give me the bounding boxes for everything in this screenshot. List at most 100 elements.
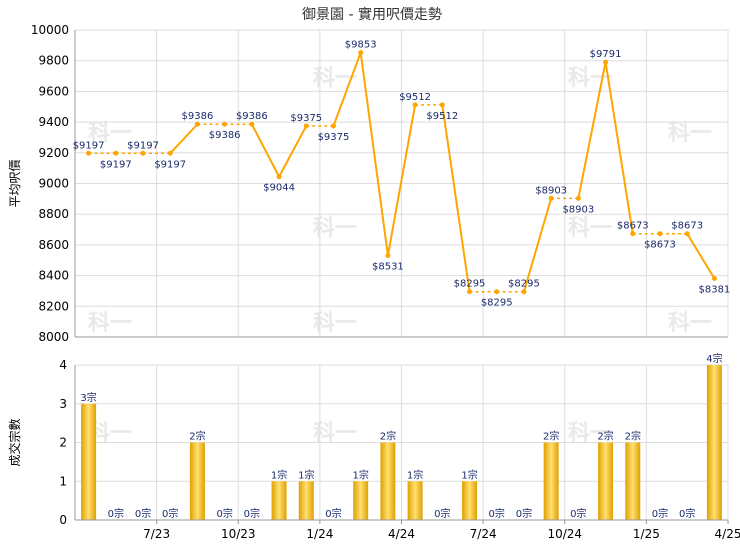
line-value-label: $8295	[454, 279, 486, 290]
bar	[462, 481, 478, 520]
line-value-label: $8903	[535, 185, 567, 196]
line-point	[249, 121, 255, 127]
watermark-6: 科一	[88, 311, 132, 336]
line-value-label: $9386	[209, 130, 241, 141]
x-tick-label: 10/23	[221, 527, 256, 541]
line-segment	[332, 52, 362, 127]
line-value-label: $8673	[671, 221, 703, 232]
bar-value-label: 1宗	[298, 468, 314, 481]
bottom-ytick-label: 0	[59, 513, 67, 527]
x-tick-label: 4/25	[715, 527, 740, 541]
bar	[625, 442, 641, 520]
bottom-y-axis-title: 成交宗數	[7, 418, 22, 466]
bar-value-label: 0宗	[570, 507, 586, 520]
x-tick-label: 1/25	[633, 527, 660, 541]
bar-value-label: 1宗	[407, 468, 423, 481]
bar-value-label: 0宗	[108, 507, 124, 520]
top-ytick-label: 8000	[38, 330, 69, 344]
line-point	[548, 195, 554, 201]
bar-value-label: 2宗	[597, 430, 613, 443]
top-ytick-label: 8400	[38, 269, 69, 283]
line-point	[385, 252, 391, 258]
line-value-label: $9791	[590, 49, 622, 60]
top-ytick-label: 9200	[38, 146, 69, 160]
bar-value-label: 0宗	[652, 507, 668, 520]
text-layer: 8000 8200 8400 8600 8800 9000 9200 9400 9600 9800…	[7, 23, 740, 541]
line-segment	[359, 52, 389, 256]
line-value-label: $8673	[644, 240, 676, 251]
top-ytick-label: 8600	[38, 238, 69, 252]
bar	[353, 481, 369, 520]
line-segment	[278, 125, 308, 178]
watermark-1: 科一	[568, 66, 612, 91]
line-value-label: $9375	[290, 113, 322, 124]
line-point	[303, 123, 309, 129]
line-segment	[686, 233, 716, 280]
bar	[271, 481, 287, 520]
line-value-label: $9197	[127, 140, 159, 151]
line-point	[711, 276, 717, 282]
top-ytick-label: 9600	[38, 84, 69, 98]
marks-layer	[81, 50, 722, 520]
line-value-label: $9044	[263, 183, 295, 194]
bottom-ytick-label: 2	[59, 436, 67, 450]
watermark-5: 科一	[568, 216, 612, 241]
line-point	[521, 289, 527, 295]
bottom-ytick-label: 4	[59, 358, 67, 372]
bar-value-label: 2宗	[380, 430, 396, 443]
bar-value-label: 1宗	[353, 468, 369, 481]
bottom-ytick-label: 3	[59, 397, 67, 411]
top-ytick-label: 8200	[38, 299, 69, 313]
bar-value-label: 3宗	[80, 391, 96, 404]
line-point	[167, 150, 173, 156]
line-point	[276, 174, 282, 180]
watermark-3: 科一	[668, 121, 712, 146]
line-segment	[577, 61, 607, 199]
bar	[598, 442, 614, 520]
line-value-label: $8903	[562, 204, 594, 215]
line-value-label: $9853	[345, 40, 377, 51]
line-value-label: $9512	[399, 92, 431, 103]
line-point	[113, 150, 119, 156]
bar-value-label: 0宗	[216, 507, 232, 520]
line-point	[575, 195, 581, 201]
line-point	[603, 59, 609, 65]
line-value-label: $8673	[617, 221, 649, 232]
line-segment	[441, 104, 471, 292]
line-point	[358, 50, 364, 56]
top-ytick-label: 9400	[38, 115, 69, 129]
x-tick-label: 4/24	[388, 527, 415, 541]
bar-value-label: 0宗	[516, 507, 532, 520]
line-point	[439, 102, 445, 108]
top-ytick-label: 9000	[38, 177, 69, 191]
line-point	[467, 289, 473, 295]
x-tick-label: 7/24	[470, 527, 497, 541]
line-point	[330, 123, 336, 129]
bar-value-label: 2宗	[625, 430, 641, 443]
chart-title: 御景園 - 實用呎價走勢	[302, 6, 442, 23]
line-segment	[386, 104, 417, 256]
bar-value-label: 0宗	[679, 507, 695, 520]
x-tick-label: 1/24	[306, 527, 333, 541]
line-value-label: $8531	[372, 261, 404, 272]
watermark-11: 科一	[568, 421, 612, 446]
bar-value-label: 0宗	[325, 507, 341, 520]
x-tick-label: 10/24	[547, 527, 582, 541]
axes-layer	[74, 30, 729, 524]
bar-value-label: 0宗	[162, 507, 178, 520]
top-ytick-label: 8800	[38, 207, 69, 221]
bar	[189, 442, 205, 520]
x-tick-label: 7/23	[143, 527, 170, 541]
bar-value-label: 2宗	[189, 430, 205, 443]
bar-value-label: 0宗	[244, 507, 260, 520]
line-segment	[250, 123, 280, 178]
line-point	[222, 121, 228, 127]
line-value-label: $8381	[698, 285, 730, 296]
line-value-label: $9386	[182, 111, 214, 122]
bar	[298, 481, 314, 520]
bar-value-label: 1宗	[461, 468, 477, 481]
bar-value-label: 4宗	[706, 352, 722, 365]
line-point	[194, 121, 200, 127]
